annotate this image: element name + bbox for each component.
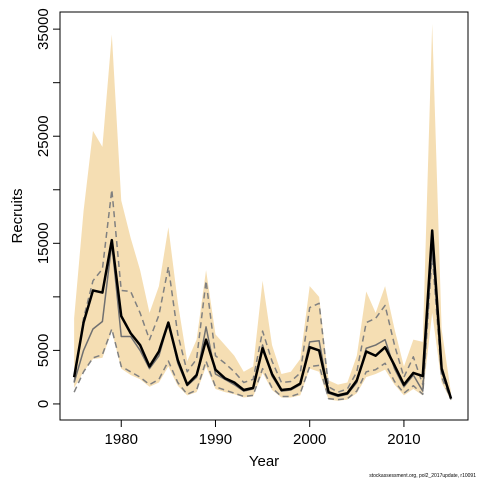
- confidence-band: [74, 23, 452, 401]
- y-tick-label: 25000: [35, 115, 52, 157]
- x-axis-label: Year: [249, 453, 279, 470]
- footer: stockassessment.org, pol2_2017update, r1…: [369, 473, 476, 479]
- x-tick-label: 1990: [199, 431, 232, 448]
- plot-frame: [59, 11, 469, 421]
- series-line: [73, 242, 452, 399]
- y-tick-label: 35000: [35, 8, 52, 50]
- x-tick-label: 1980: [105, 431, 138, 448]
- y-tick-label: 15000: [35, 222, 52, 264]
- x-tick-label: 2000: [293, 431, 326, 448]
- series-line: [72, 229, 453, 399]
- y-tick-label: 0: [35, 400, 52, 408]
- y-axis-label: Recruits: [9, 188, 26, 243]
- x-tick-label: 2010: [387, 431, 420, 448]
- series-line: [73, 189, 452, 398]
- series-line: [73, 253, 452, 401]
- y-tick-label: 5000: [35, 334, 52, 367]
